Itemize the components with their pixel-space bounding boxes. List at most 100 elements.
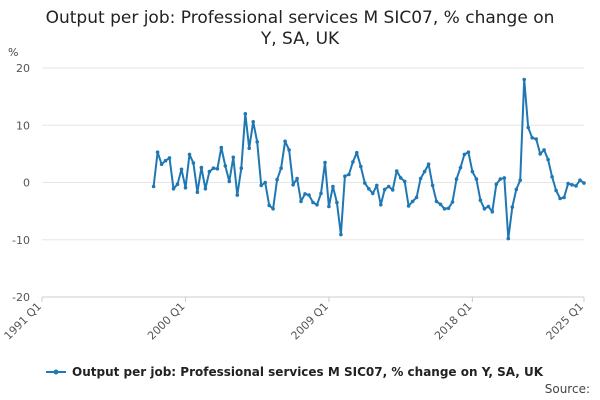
data-point[interactable] [490,209,495,214]
data-point[interactable] [339,232,343,237]
data-point[interactable] [251,120,255,124]
data-point[interactable] [195,190,200,194]
data-point[interactable] [231,155,236,160]
data-point[interactable] [323,160,327,165]
data-point[interactable] [398,176,403,180]
data-point[interactable] [522,77,526,82]
data-point[interactable] [542,148,546,152]
data-point[interactable] [295,176,299,181]
data-point[interactable] [363,181,367,185]
data-point[interactable] [211,166,216,170]
data-point[interactable] [494,182,499,186]
data-point[interactable] [259,183,264,188]
data-point[interactable] [267,203,272,208]
legend[interactable]: Output per job: Professional services M … [46,365,544,379]
data-point[interactable] [402,179,407,184]
data-point[interactable] [578,178,582,182]
data-point[interactable] [191,161,196,165]
data-point[interactable] [582,181,586,185]
data-point[interactable] [562,195,566,200]
data-point[interactable] [566,181,570,186]
data-point[interactable] [518,178,522,182]
data-point[interactable] [442,207,447,211]
data-point[interactable] [187,152,192,157]
data-point[interactable] [171,187,176,191]
data-point[interactable] [287,148,291,152]
data-point[interactable] [466,150,471,154]
data-point[interactable] [394,169,399,173]
data-point[interactable] [319,191,323,196]
data-point[interactable] [291,183,295,187]
data-point[interactable] [498,177,503,181]
data-point[interactable] [207,169,212,174]
data-point[interactable] [550,175,554,179]
data-point[interactable] [375,183,379,188]
data-point[interactable] [486,204,491,209]
data-point[interactable] [343,174,347,178]
data-point[interactable] [351,160,355,164]
data-point[interactable] [526,125,530,130]
data-point[interactable] [279,166,283,170]
data-point[interactable] [151,184,156,189]
data-point[interactable] [347,172,351,177]
data-point[interactable] [359,164,363,169]
data-point[interactable] [446,206,451,211]
data-point[interactable] [510,205,515,209]
data-point[interactable] [167,156,172,160]
data-point[interactable] [430,183,435,188]
data-point[interactable] [418,176,423,181]
data-point[interactable] [422,169,427,174]
data-point[interactable] [538,152,542,156]
data-point[interactable] [379,203,383,207]
data-point[interactable] [426,162,431,166]
data-point[interactable] [159,162,164,166]
data-point[interactable] [263,180,268,185]
data-point[interactable] [390,188,395,192]
data-point[interactable] [307,193,311,197]
data-point[interactable] [183,185,188,190]
data-point[interactable] [574,184,578,188]
data-point[interactable] [546,157,550,162]
data-point[interactable] [315,203,319,207]
data-point[interactable] [175,182,180,186]
data-point[interactable] [283,139,287,144]
data-point[interactable] [203,187,208,191]
data-point[interactable] [482,207,487,211]
data-point[interactable] [462,152,467,157]
data-point[interactable] [215,167,220,171]
data-point[interactable] [163,158,168,163]
data-point[interactable] [299,199,303,204]
data-point[interactable] [155,150,160,154]
data-point[interactable] [227,179,232,184]
data-point[interactable] [438,202,443,207]
data-point[interactable] [275,177,279,182]
data-point[interactable] [219,145,224,150]
data-point[interactable] [255,140,259,144]
data-point[interactable] [450,200,455,204]
data-point[interactable] [311,200,315,205]
data-point[interactable] [199,165,204,170]
data-point[interactable] [470,169,475,174]
data-point[interactable] [474,177,479,181]
data-point[interactable] [414,195,419,200]
data-point[interactable] [410,199,415,204]
data-point[interactable] [223,164,228,168]
data-point[interactable] [386,184,391,189]
data-point[interactable] [478,198,483,202]
data-point[interactable] [179,167,184,172]
data-point[interactable] [239,166,244,170]
data-point[interactable] [243,112,248,116]
data-point[interactable] [514,187,519,192]
data-point[interactable] [355,150,359,155]
data-point[interactable] [331,184,335,189]
data-point[interactable] [502,176,507,180]
data-point[interactable] [534,137,538,141]
data-point[interactable] [327,204,331,209]
data-point[interactable] [247,146,251,150]
data-point[interactable] [454,177,459,181]
data-point[interactable] [434,199,439,204]
data-point[interactable] [271,207,275,211]
data-point[interactable] [406,204,411,208]
data-point[interactable] [367,187,371,191]
data-point[interactable] [458,165,463,170]
